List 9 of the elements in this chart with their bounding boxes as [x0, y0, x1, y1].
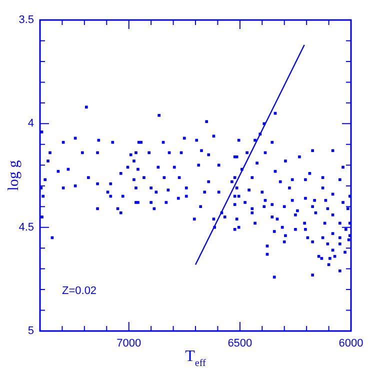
y-axis-title: log g: [6, 160, 22, 191]
x-tick-label: 6500: [228, 338, 252, 350]
y-tick-label: 4: [28, 118, 34, 130]
x-tick-label: 7000: [116, 338, 142, 350]
y-tick-label: 4.5: [18, 221, 34, 234]
annotation: Z=0.02: [62, 285, 97, 298]
x-tick-label: 6000: [338, 338, 364, 350]
y-tick-label: 5: [28, 325, 34, 338]
y-tick-label: 3.5: [18, 14, 34, 26]
